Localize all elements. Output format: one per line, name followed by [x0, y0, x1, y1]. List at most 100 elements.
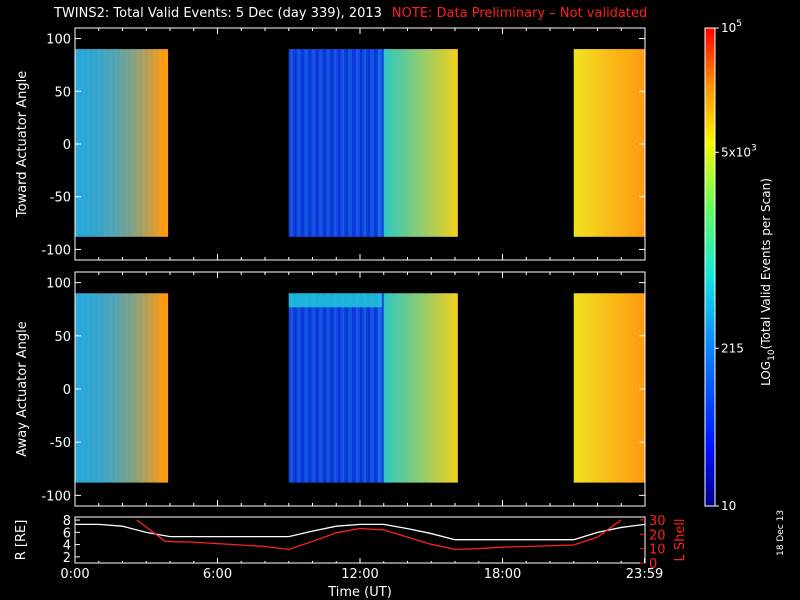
- heatmap-cell: [101, 49, 104, 237]
- heatmap-cell: [350, 293, 353, 483]
- heatmap-cell: [288, 49, 292, 237]
- heatmap-cell: [425, 49, 429, 237]
- heatmap-cell: [639, 49, 642, 237]
- heatmap-cell: [597, 49, 600, 237]
- heatmap-cell: [401, 293, 405, 483]
- heatmap-cell: [356, 293, 359, 483]
- heatmap-cell: [91, 49, 94, 237]
- heatmap-cell: [403, 49, 407, 237]
- heatmap-cell: [151, 293, 155, 483]
- heatmap-cell: [429, 293, 433, 483]
- heatmap-cell: [85, 293, 88, 483]
- heatmap-cell: [318, 49, 321, 237]
- heatmap-cell: [312, 293, 315, 483]
- y-tick-label: 4: [63, 539, 71, 554]
- heatmap-cell: [637, 293, 640, 483]
- heatmap-cell: [601, 49, 604, 237]
- heatmap-cell: [613, 293, 616, 483]
- heatmap-cell: [573, 49, 577, 237]
- heatmap-cell: [421, 293, 425, 483]
- heatmap-cell: [360, 293, 363, 483]
- heatmap-cell: [381, 293, 385, 483]
- heatmap-cell: [619, 293, 622, 483]
- heatmap-cell: [119, 293, 122, 483]
- heatmap-cell: [643, 49, 646, 237]
- heatmap-cell: [83, 49, 86, 237]
- heatmap-cell: [346, 49, 349, 237]
- heatmap-cell: [629, 49, 632, 237]
- heatmap-cell: [643, 293, 646, 483]
- heatmap-cell: [591, 49, 595, 237]
- heatmap-cell: [314, 49, 317, 237]
- y-axis-label: Toward Actuator Angle: [15, 71, 30, 218]
- x-axis-label: Time (UT): [327, 585, 392, 600]
- heatmap-cell: [93, 49, 96, 237]
- heatmap-cell: [437, 49, 440, 237]
- heatmap-cell: [298, 293, 302, 483]
- heatmap-cell: [157, 49, 161, 237]
- heatmap-cell: [123, 49, 126, 237]
- heatmap-cell: [117, 49, 120, 237]
- heatmap-cell: [451, 49, 454, 237]
- heatmap-cell: [585, 293, 589, 483]
- heatmap-cell: [308, 49, 312, 237]
- heatmap-cell: [599, 49, 602, 237]
- heatmap-cell: [340, 293, 343, 483]
- heatmap-cell: [607, 49, 610, 237]
- heatmap-cell: [322, 293, 325, 483]
- heatmap-cell: [133, 49, 136, 237]
- heatmap-cell: [385, 293, 389, 483]
- heatmap-cell: [145, 293, 148, 483]
- y-axis-label: Away Actuator Angle: [15, 321, 30, 456]
- heatmap-cell: [435, 293, 438, 483]
- heatmap-cell: [581, 293, 585, 483]
- heatmap-cell: [595, 293, 598, 483]
- heatmap-cell: [334, 49, 337, 237]
- heatmap-cell: [121, 293, 124, 483]
- y-tick-label: 50: [54, 85, 71, 100]
- y-tick-label: -50: [50, 191, 71, 206]
- heatmap-cell: [105, 293, 108, 483]
- heatmap-cell: [595, 49, 598, 237]
- heatmap-cell: [409, 293, 413, 483]
- heatmap-cell: [153, 49, 157, 237]
- heatmap-cell: [125, 49, 128, 237]
- heatmap-cell: [367, 293, 371, 483]
- heatmap-cell: [358, 49, 361, 237]
- heatmap-cell: [149, 293, 153, 483]
- heatmap-cell: [417, 293, 421, 483]
- heatmap-cell: [296, 293, 300, 483]
- heatmap-cell: [113, 49, 116, 237]
- heatmap-cell: [609, 293, 612, 483]
- heatmap-cell: [296, 49, 300, 237]
- heatmap-cell: [413, 49, 417, 237]
- heatmap-cell: [99, 49, 102, 237]
- heatmap-cell: [338, 49, 341, 237]
- heatmap-cell: [143, 293, 146, 483]
- heatmap-cell: [439, 293, 442, 483]
- colorbar-gradient: [704, 27, 716, 507]
- heatmap-cell: [637, 49, 640, 237]
- heatmap-cell: [375, 49, 379, 237]
- heatmap-cell: [393, 293, 397, 483]
- heatmap-cell: [449, 49, 452, 237]
- heatmap-cell: [415, 49, 419, 237]
- heatmap-segment: [75, 293, 169, 483]
- heatmap-cell: [593, 293, 597, 483]
- heatmap-cell: [601, 293, 604, 483]
- heatmap-cell: [401, 49, 405, 237]
- heatmap-cell: [391, 293, 395, 483]
- heatmap-cell: [381, 49, 385, 237]
- heatmap-band: [288, 293, 382, 308]
- heatmap-cell: [635, 293, 638, 483]
- heatmap-cell: [377, 293, 381, 483]
- heatmap-cell: [577, 49, 581, 237]
- heatmap-cell: [441, 293, 444, 483]
- heatmap-cell: [165, 293, 169, 483]
- heatmap-cell: [641, 49, 644, 237]
- heatmap-cell: [391, 49, 395, 237]
- heatmap-cell: [330, 293, 333, 483]
- heatmap-cell: [109, 293, 112, 483]
- heatmap-cell: [292, 49, 296, 237]
- heatmap-cell: [109, 49, 112, 237]
